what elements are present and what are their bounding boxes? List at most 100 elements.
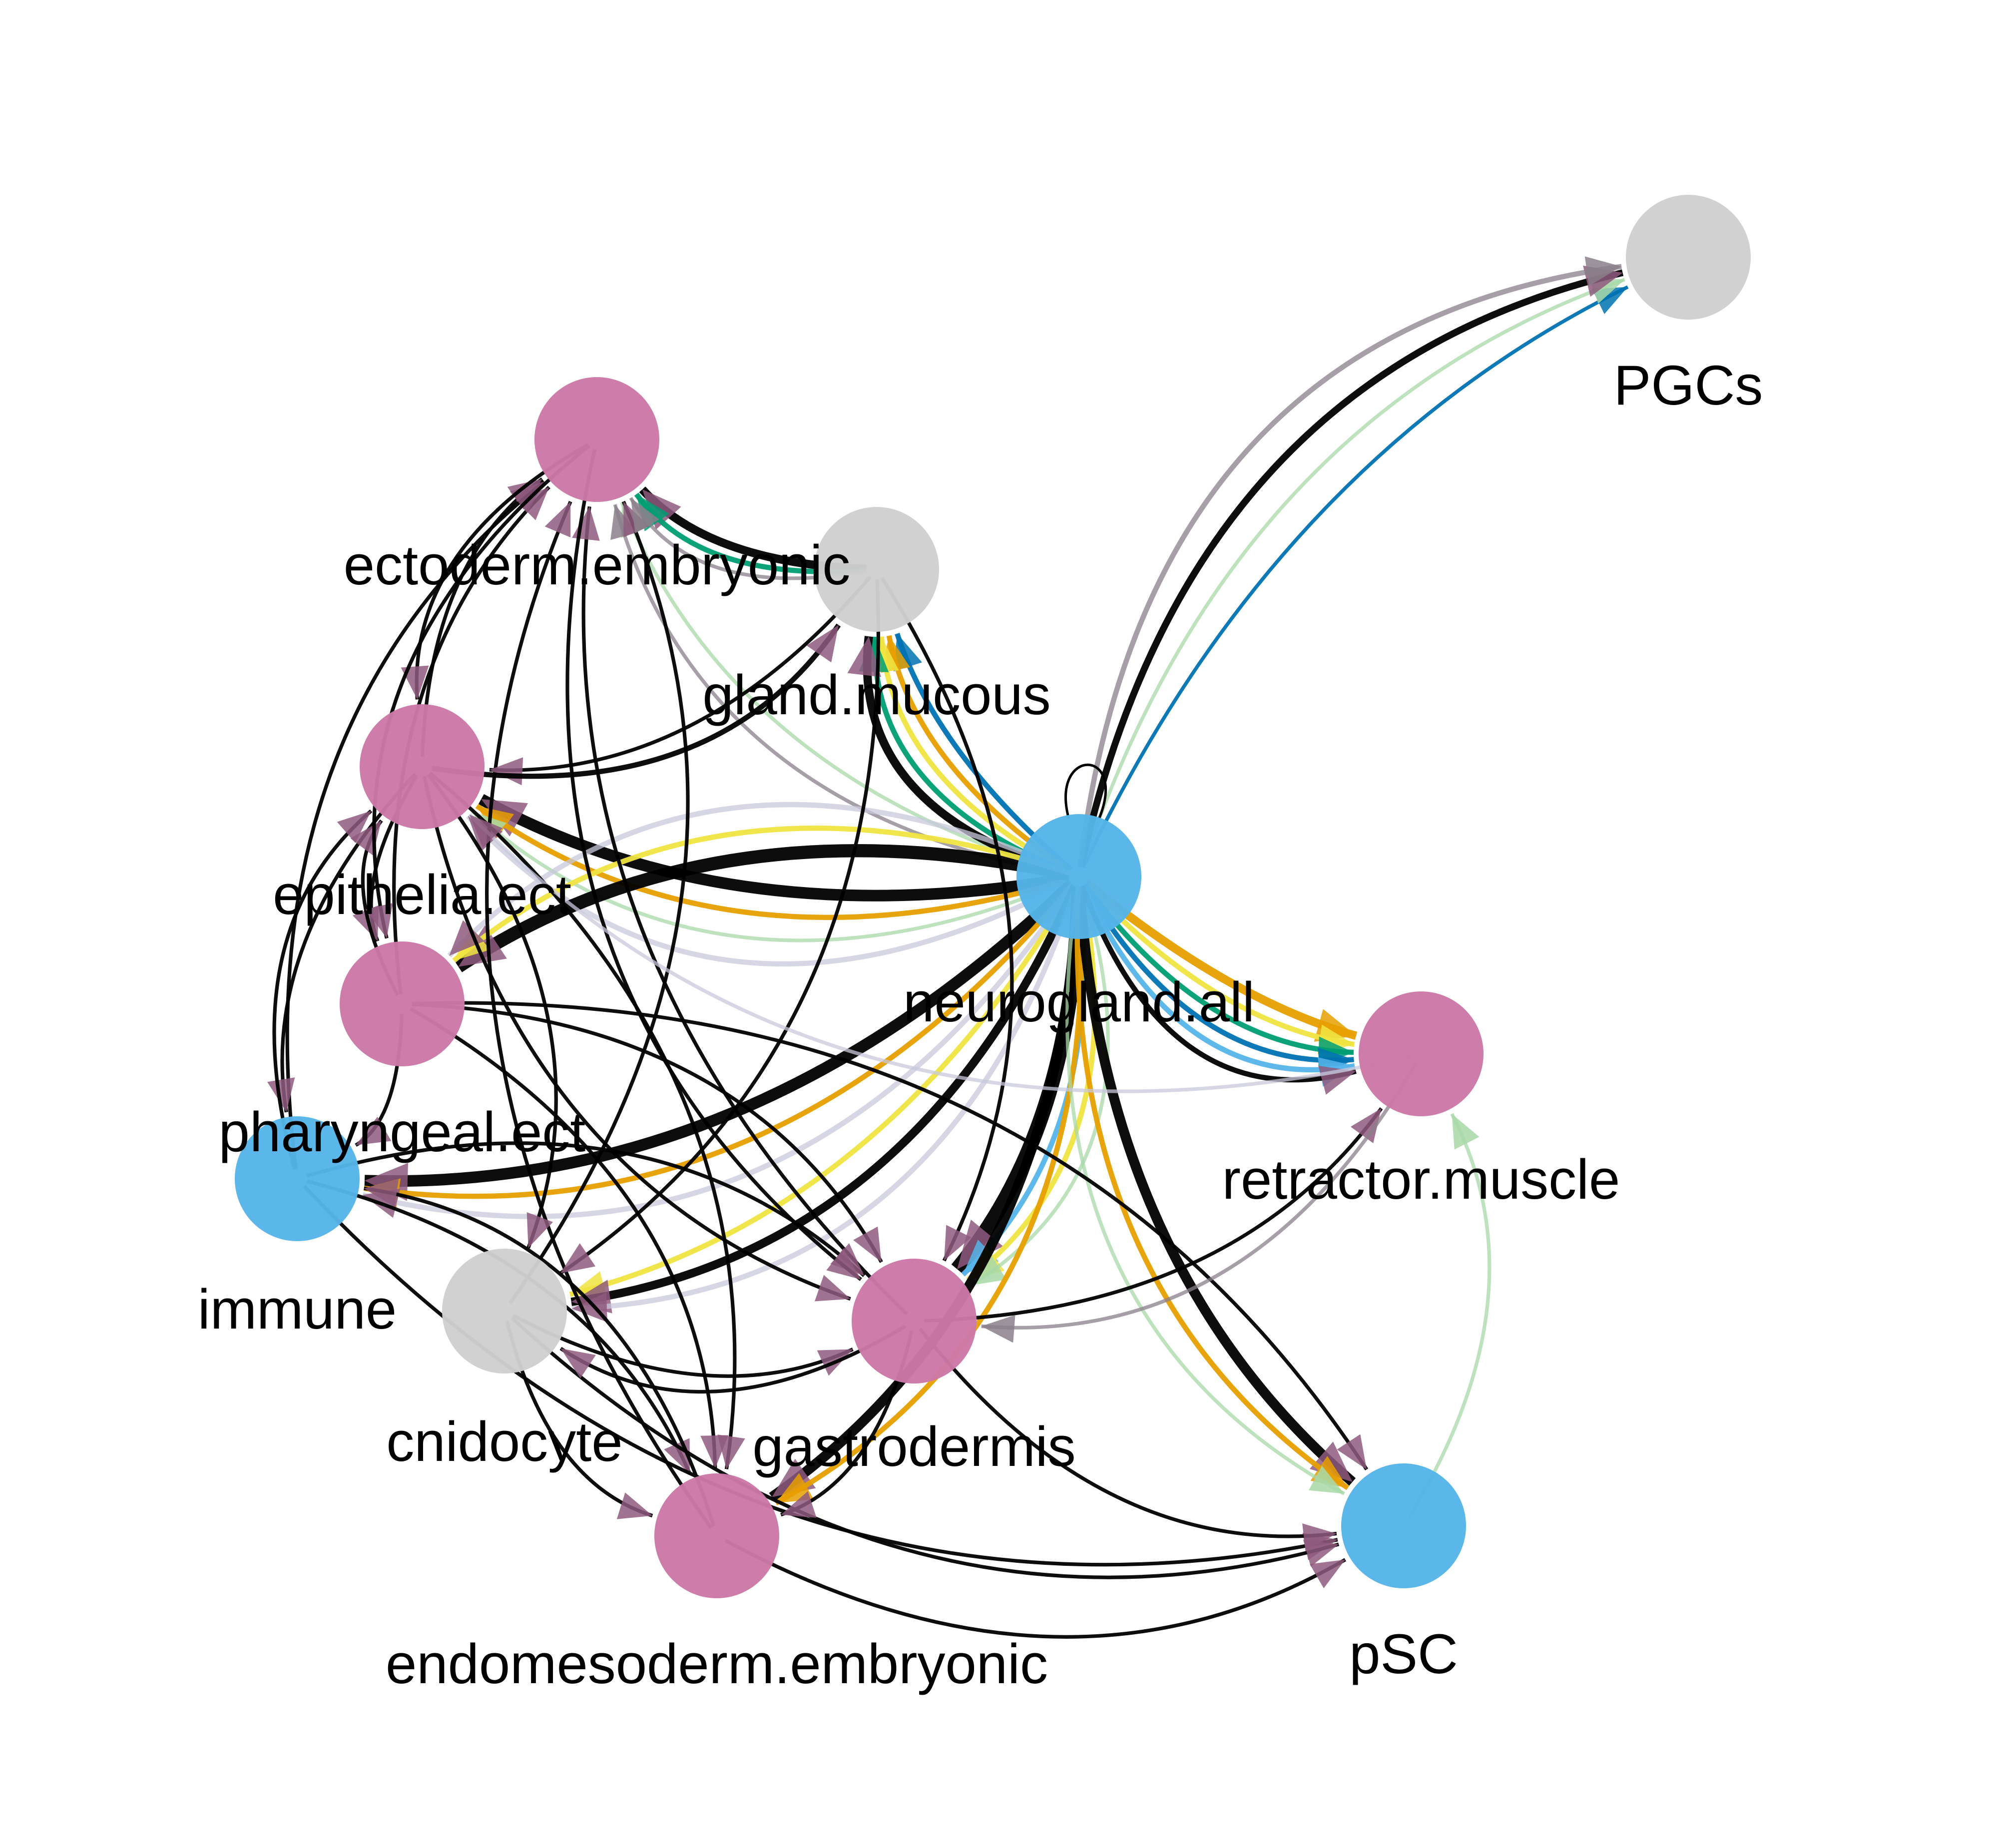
edge-neurogland-all-to-cnidocyte [570, 884, 1079, 1306]
arrowhead-immune-to-epithelia-ect [337, 811, 372, 843]
edge-neurogland-all-to-psc [1065, 886, 1346, 1495]
node-gland-mucous[interactable] [814, 507, 939, 632]
edge-neurogland-all-to-psc [1074, 886, 1350, 1490]
edge-retractor-muscle-to-epithelia-ect [468, 813, 1412, 1093]
arrowhead-neurogland-all-to-psc [1308, 1465, 1345, 1494]
node-pharyngeal-ect[interactable] [340, 941, 465, 1066]
node-label-endomesoderm-embryonic: endomesoderm.embryonic [386, 1633, 1048, 1695]
edge-immune-to-ectoderm-embryonic [285, 480, 545, 1169]
arrowhead-neurogland-all-to-pgcs [1584, 256, 1622, 286]
edge-neurogland-all-to-epithelia-ect [478, 794, 1070, 902]
edge-neurogland-all-to-pgcs [1080, 278, 1625, 868]
node-label-pharyngeal-ect: pharyngeal.ect [219, 1101, 586, 1163]
edges-layer [267, 256, 1629, 1639]
edge-cnidocyte-to-gastrodermis [512, 1314, 854, 1378]
arrowhead-retractor-muscle-to-gastrodermis [981, 1315, 1015, 1343]
edge-endomesoderm-embryonic-to-psc [724, 1539, 1346, 1639]
node-label-gastrodermis: gastrodermis [752, 1415, 1075, 1478]
edge-neurogland-all-to-pgcs [1081, 285, 1629, 869]
edge-neurogland-all-to-retractor-muscle [1080, 884, 1356, 1073]
edge-neurogland-all-to-pharyngeal-ect [455, 844, 1071, 972]
edge-epithelia-ect-to-gland-mucous [431, 623, 841, 779]
arrowhead-pharyngeal-ect-to-psc [1337, 1434, 1367, 1470]
node-label-cnidocyte: cnidocyte [386, 1410, 622, 1473]
edge-ectoderm-embryonic-to-pharyngeal-ect [372, 444, 590, 939]
arrowhead-neurogland-all-to-cnidocyte [571, 1292, 607, 1323]
edge-neurogland-all-to-gland-mucous [879, 636, 1071, 875]
edge-epithelia-ect-to-gastrodermis [422, 776, 851, 1301]
arrowhead-pharyngeal-ect-to-endomesoderm-embryonic [700, 1435, 729, 1469]
edge-epithelia-ect-to-cnidocyte [427, 773, 558, 1249]
edge-neurogland-all-to-pharyngeal-ect [452, 825, 1070, 963]
node-endomesoderm-embryonic[interactable] [654, 1473, 779, 1598]
arrowhead-endomesoderm-embryonic-to-immune [364, 1179, 399, 1207]
edge-gland-mucous-to-cnidocyte [559, 579, 880, 1275]
edge-pharyngeal-ect-to-endomesoderm-embryonic [410, 1007, 717, 1469]
node-cnidocyte[interactable] [442, 1249, 567, 1374]
arrowhead-neurogland-all-to-gland-mucous [847, 636, 882, 677]
node-epithelia-ect[interactable] [360, 704, 485, 829]
arrowhead-endomesoderm-embryonic-to-psc [1310, 1559, 1346, 1588]
arrowhead-neurogland-all-to-pharyngeal-ect [449, 920, 485, 956]
arrowhead-gastrodermis-to-psc [1302, 1523, 1337, 1551]
arrowhead-epithelia-ect-to-gland-mucous [806, 625, 839, 663]
edge-neurogland-all-to-pgcs [1077, 269, 1624, 868]
edge-epithelia-ect-to-ectoderm-embryonic [421, 477, 543, 757]
arrowhead-gastrodermis-to-endomesoderm-embryonic [781, 1491, 817, 1518]
arrowhead-epithelia-ect-to-immune [267, 1077, 295, 1112]
edge-neurogland-all-to-retractor-muscle [1082, 883, 1354, 1055]
edge-gastrodermis-to-psc [919, 1328, 1337, 1538]
edge-neurogland-all-self-loop [1064, 763, 1107, 820]
edge-pharyngeal-ect-to-psc [412, 1001, 1369, 1471]
edge-neurogland-all-to-pgcs [1077, 264, 1622, 867]
node-psc[interactable] [1341, 1463, 1466, 1588]
edge-cnidocyte-to-ectoderm-embryonic [508, 500, 690, 1304]
edge-cnidocyte-to-psc [510, 1316, 1340, 1579]
edge-neurogland-all-to-retractor-muscle [1080, 885, 1357, 1083]
edge-gastrodermis-to-retractor-muscle [924, 1107, 1383, 1323]
edge-neurogland-all-to-cnidocyte [571, 885, 1078, 1312]
edge-neurogland-all-to-immune [362, 883, 1076, 1219]
arrowhead-gastrodermis-to-retractor-muscle [1350, 1108, 1382, 1143]
node-neurogland-all[interactable] [1016, 814, 1141, 939]
edge-neurogland-all-to-retractor-muscle [1083, 882, 1355, 1047]
edge-ectoderm-embryonic-to-gastrodermis [565, 449, 862, 1281]
arrowhead-gland-mucous-to-cnidocyte [560, 1243, 596, 1274]
edge-neurogland-all-to-gastrodermis [966, 886, 1097, 1283]
node-label-pgcs: PGCs [1614, 354, 1763, 417]
arrowhead-epithelia-ect-to-cnidocyte [526, 1212, 553, 1248]
arrowhead-endomesoderm-embryonic-to-ectoderm-embryonic [544, 501, 571, 537]
node-gastrodermis[interactable] [852, 1259, 977, 1384]
edge-neurogland-all-to-pharyngeal-ect [447, 802, 1071, 958]
edge-neurogland-all-to-psc [1074, 886, 1356, 1486]
node-immune[interactable] [235, 1116, 360, 1241]
node-label-gland-mucous: gland.mucous [702, 664, 1050, 726]
node-ectoderm-embryonic[interactable] [534, 377, 659, 502]
edge-gastrodermis-to-ectoderm-embryonic [581, 506, 909, 1316]
arrowhead-psc-to-retractor-muscle [1452, 1114, 1480, 1150]
arrowhead-gland-mucous-to-ectoderm-embryonic [630, 497, 660, 533]
arrowhead-gland-mucous-to-gastrodermis [944, 1225, 972, 1261]
arrowhead-ectoderm-embryonic-to-epithelia-ect [401, 665, 429, 700]
node-label-retractor-muscle: retractor.muscle [1222, 1148, 1620, 1211]
node-pgcs[interactable] [1626, 195, 1751, 320]
edge-endomesoderm-embryonic-to-ectoderm-embryonic [485, 500, 713, 1529]
edge-gastrodermis-to-cnidocyte [559, 1325, 907, 1394]
node-label-neurogland-all: neurogland.all [903, 971, 1255, 1033]
node-label-ectoderm-embryonic: ectoderm.embryonic [344, 534, 851, 596]
arrowhead-pharyngeal-ect-to-gastrodermis [853, 1226, 882, 1262]
node-retractor-muscle[interactable] [1359, 991, 1484, 1116]
arrowhead-neurogland-all-to-gastrodermis [971, 1256, 1007, 1286]
node-label-psc: pSC [1349, 1623, 1458, 1685]
labels-layer: PGCs ectoderm.embryonic gland.mucous epithe… [198, 354, 1763, 1695]
edge-pharyngeal-ect-to-gastrodermis [412, 1002, 883, 1263]
edge-neurogland-all-to-epithelia-ect [475, 804, 1070, 920]
edge-neurogland-all-to-ectoderm-embryonic [613, 504, 1069, 877]
arrowhead-epithelia-ect-to-gastrodermis [814, 1275, 851, 1302]
edge-endomesoderm-embryonic-to-immune [364, 1186, 716, 1527]
edge-neurogland-all-to-retractor-muscle [1081, 884, 1354, 1063]
arrowhead-retractor-muscle-to-epithelia-ect [469, 814, 503, 848]
arrowhead-ectoderm-embryonic-to-gastrodermis [826, 1248, 861, 1280]
edge-gland-mucous-to-epithelia-ect [489, 575, 872, 772]
